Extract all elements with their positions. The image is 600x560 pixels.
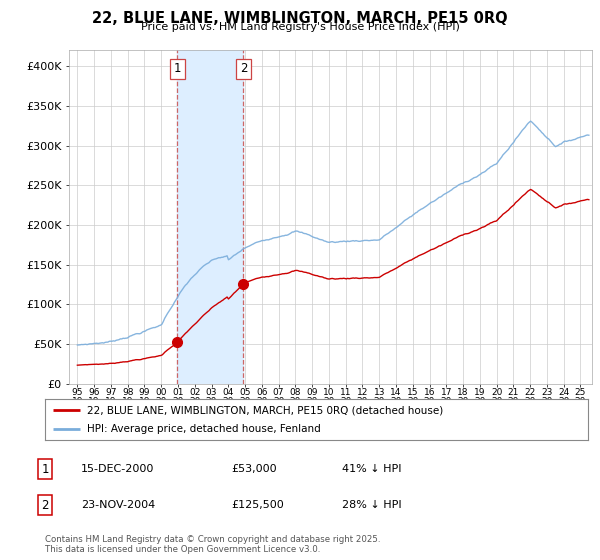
Text: Price paid vs. HM Land Registry's House Price Index (HPI): Price paid vs. HM Land Registry's House … [140, 22, 460, 32]
Text: 23-NOV-2004: 23-NOV-2004 [81, 500, 155, 510]
Text: 22, BLUE LANE, WIMBLINGTON, MARCH, PE15 0RQ (detached house): 22, BLUE LANE, WIMBLINGTON, MARCH, PE15 … [88, 405, 443, 415]
Text: 2: 2 [239, 62, 247, 75]
Bar [177, 50, 244, 384]
Text: 41% ↓ HPI: 41% ↓ HPI [342, 464, 401, 474]
Text: 15-DEC-2000: 15-DEC-2000 [81, 464, 154, 474]
Text: Contains HM Land Registry data © Crown copyright and database right 2025.
This d: Contains HM Land Registry data © Crown c… [45, 535, 380, 554]
Text: 1: 1 [173, 62, 181, 75]
Text: 22, BLUE LANE, WIMBLINGTON, MARCH, PE15 0RQ: 22, BLUE LANE, WIMBLINGTON, MARCH, PE15 … [92, 11, 508, 26]
Text: 2: 2 [41, 498, 49, 512]
Text: 1: 1 [41, 463, 49, 476]
Text: 28% ↓ HPI: 28% ↓ HPI [342, 500, 401, 510]
Text: £125,500: £125,500 [231, 500, 284, 510]
Text: £53,000: £53,000 [231, 464, 277, 474]
Text: HPI: Average price, detached house, Fenland: HPI: Average price, detached house, Fenl… [88, 424, 321, 433]
